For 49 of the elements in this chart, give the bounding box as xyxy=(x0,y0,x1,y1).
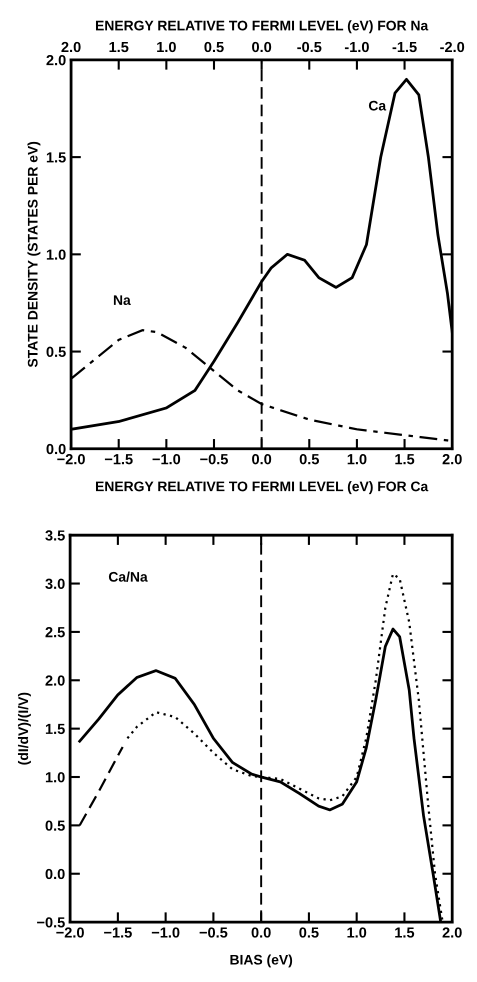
x-tick-label: −1.0 xyxy=(152,927,180,938)
x-tick-label: 0.5 xyxy=(300,454,320,464)
x-tick-label: 2.0 xyxy=(442,927,462,938)
y-axis-title: (dI/dV)/(I/V) xyxy=(18,692,31,765)
x2-tick-label: 0.0 xyxy=(252,42,272,52)
x-tick-label: 1.5 xyxy=(395,927,414,938)
x-tick-label: −0.5 xyxy=(200,927,228,938)
y-tick-label: 3.5 xyxy=(45,530,65,541)
x-tick-label: 0.5 xyxy=(299,927,319,938)
annotation: Ca xyxy=(368,100,386,111)
y-tick-label: 2.0 xyxy=(46,55,66,66)
x-tick-label: −1.5 xyxy=(104,927,132,938)
x2-tick-label: 0.5 xyxy=(204,42,224,52)
x2-axis-title: ENERGY RELATIVE TO FERMI LEVEL (eV) FOR Na xyxy=(96,20,428,34)
x-tick-label: −0.5 xyxy=(200,454,228,464)
x2-tick-label: -0.5 xyxy=(297,42,322,52)
y-tick-label: 2.5 xyxy=(45,627,65,638)
y-tick-label: 1.0 xyxy=(46,772,65,782)
x-tick-label: −2.0 xyxy=(56,927,84,938)
x-tick-label: 2.0 xyxy=(442,454,462,464)
y-axis-title: STATE DENSITY (STATES PER eV) xyxy=(27,142,40,368)
y-tick-label: 3.0 xyxy=(45,578,65,589)
x2-tick-label: 1.0 xyxy=(157,42,176,52)
y-tick-label: 2.0 xyxy=(45,675,65,686)
x-tick-label: 1.5 xyxy=(395,454,414,464)
y-tick-label: 0.5 xyxy=(46,346,66,357)
x-tick-label: −2.0 xyxy=(57,454,85,464)
x-axis-title: ENERGY RELATIVE TO FERMI LEVEL (eV) FOR Ca xyxy=(96,481,428,494)
x-tick-label: −1.0 xyxy=(152,454,180,464)
x2-tick-label: -2.0 xyxy=(440,42,464,52)
x2-tick-label: -1.5 xyxy=(392,42,417,52)
x-axis-title: BIAS (eV) xyxy=(230,954,292,968)
y-tick-label: 1.0 xyxy=(46,249,66,260)
x-tick-label: 0.0 xyxy=(252,454,272,464)
x2-tick-label: 1.5 xyxy=(109,42,128,52)
x2-tick-label: 2.0 xyxy=(61,42,81,52)
x2-tick-label: -1.0 xyxy=(344,42,369,52)
annotation: Ca/Na xyxy=(108,572,148,582)
y-tick-label: 0.0 xyxy=(46,868,65,880)
x-tick-label: 1.0 xyxy=(348,454,366,464)
x-tick-label: 1.0 xyxy=(347,927,366,938)
x-tick-label: 0.0 xyxy=(252,927,271,938)
y-tick-label: 1.5 xyxy=(46,152,66,163)
y-tick-label: 0.0 xyxy=(46,444,66,454)
y-tick-label: 1.5 xyxy=(46,724,65,734)
x-tick-label: −1.5 xyxy=(104,454,133,464)
y-tick-label: −0.5 xyxy=(37,917,65,928)
y-tick-label: 0.5 xyxy=(46,820,65,831)
annotation: Na xyxy=(114,295,131,306)
